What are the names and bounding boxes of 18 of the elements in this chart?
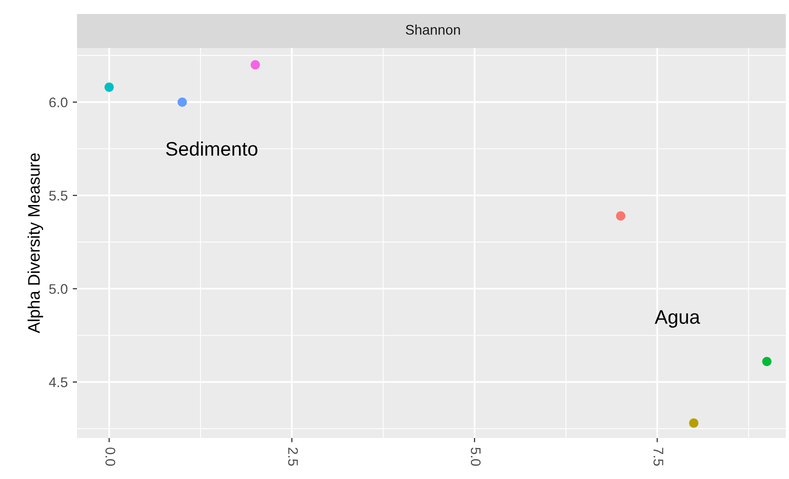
x-tick-label: 5.0: [470, 448, 481, 466]
y-axis-title: Alpha Diversity Measure: [28, 153, 44, 334]
y-tick-label: 5.0: [49, 284, 68, 294]
point: [104, 82, 114, 92]
y-tick-label: 5.5: [49, 190, 68, 201]
x-tick-label: 7.5: [654, 448, 664, 466]
y-tick-label: 6.0: [49, 97, 68, 108]
point: [689, 418, 698, 428]
x-tick-label: 0.0: [105, 448, 116, 466]
annotation: Sedimento: [166, 142, 258, 156]
point: [250, 60, 260, 70]
point: [616, 211, 626, 221]
point: [178, 97, 187, 107]
x-tick-label: 2.5: [288, 448, 298, 466]
y-tick-label: 4.5: [48, 377, 68, 388]
chart-title: Shannon: [406, 24, 460, 35]
point: [762, 356, 772, 366]
annotation: Agua: [654, 310, 700, 328]
